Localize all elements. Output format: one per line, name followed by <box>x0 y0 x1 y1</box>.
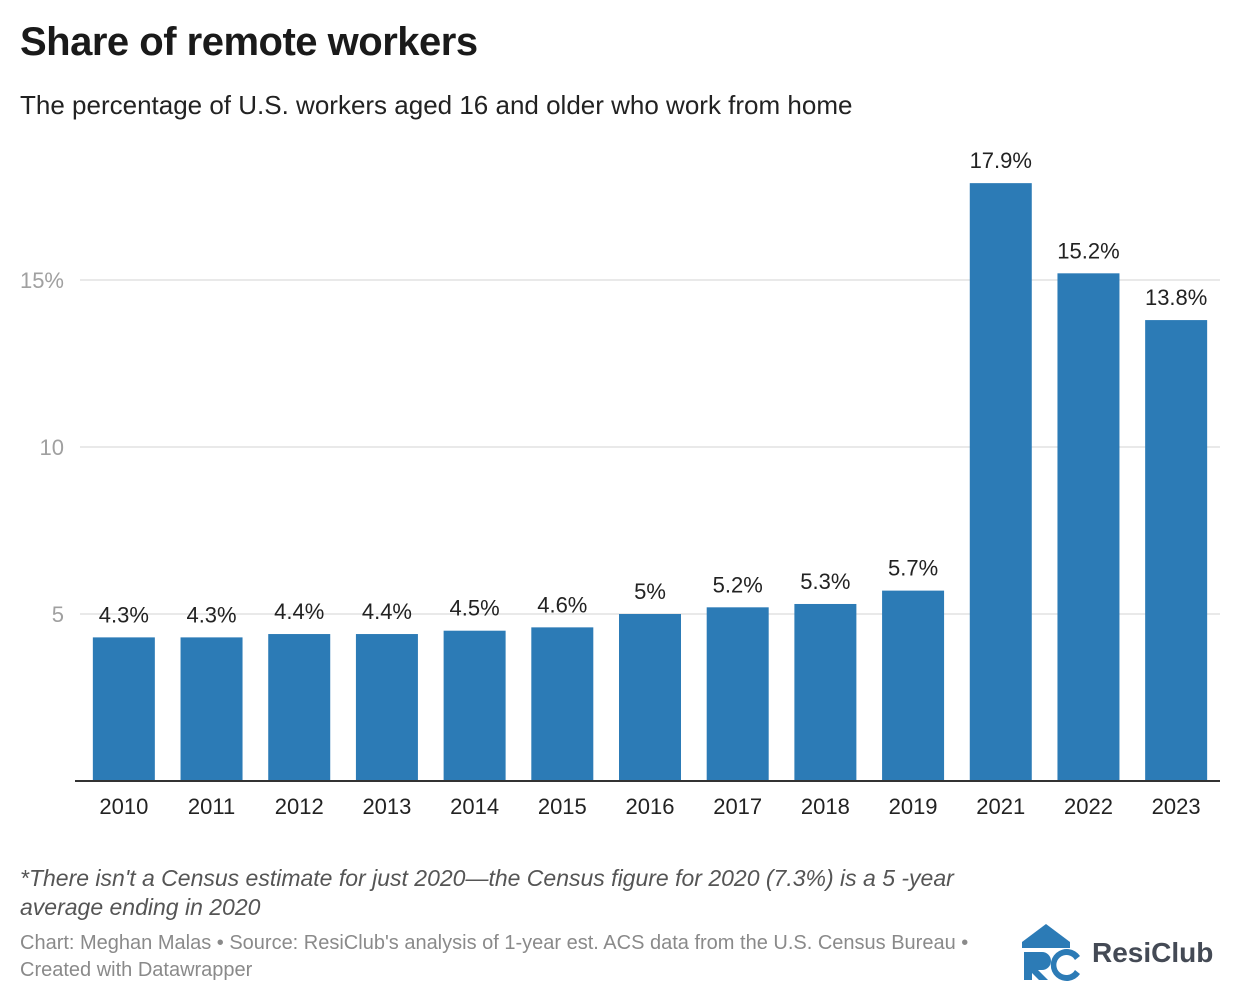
x-tick-label: 2015 <box>538 794 587 819</box>
value-label: 17.9% <box>970 148 1032 173</box>
value-label: 5.2% <box>713 572 763 597</box>
value-label: 4.3% <box>186 602 236 627</box>
value-label: 5.3% <box>800 569 850 594</box>
resiclub-logo-icon <box>1022 924 1080 981</box>
value-label: 15.2% <box>1057 238 1119 263</box>
x-tick-label: 2017 <box>713 794 762 819</box>
y-axis-ticks: 5 10 15% <box>20 268 64 627</box>
x-tick-label: 2021 <box>976 794 1025 819</box>
footnote: *There isn't a Census estimate for just … <box>20 865 954 920</box>
bar-2019 <box>882 590 945 781</box>
bar-2018 <box>794 603 857 781</box>
value-label: 4.4% <box>362 599 412 624</box>
value-label: 13.8% <box>1145 285 1207 310</box>
source-credits: Chart: Meghan Malas • Source: ResiClub's… <box>20 932 969 981</box>
bar-2014 <box>443 630 506 781</box>
x-tick-label: 2019 <box>889 794 938 819</box>
value-label: 5% <box>634 579 666 604</box>
bar-2010 <box>92 637 155 781</box>
value-label: 4.4% <box>274 599 324 624</box>
y-tick-label: 10 <box>40 435 64 460</box>
bar-2017 <box>706 607 769 781</box>
y-tick-label: 5 <box>52 602 64 627</box>
value-label: 4.5% <box>450 596 500 621</box>
bar-2011 <box>180 637 243 781</box>
bar-2022 <box>1057 273 1120 781</box>
resiclub-logo: ResiClub <box>1022 924 1213 982</box>
x-tick-label: 2013 <box>362 794 411 819</box>
value-label: 4.3% <box>99 602 149 627</box>
bar-2013 <box>355 634 418 781</box>
value-label: 5.7% <box>888 556 938 581</box>
x-tick-label: 2014 <box>450 794 499 819</box>
x-tick-label: 2018 <box>801 794 850 819</box>
chart-subtitle: The percentage of U.S. workers aged 16 a… <box>20 90 853 120</box>
bar-chart: 5 10 15% 4.3% 4.3% 4.4% 4.4% 4.5% 4.6% 5% 5.2% 5.3… <box>20 148 1220 819</box>
logo-text: ResiClub <box>1092 937 1214 968</box>
bar-2015 <box>531 627 594 781</box>
x-tick-label: 2012 <box>275 794 324 819</box>
bar-2012 <box>268 634 331 781</box>
x-tick-label: 2016 <box>626 794 675 819</box>
x-tick-label: 2010 <box>99 794 148 819</box>
x-tick-label: 2022 <box>1064 794 1113 819</box>
x-tick-label: 2023 <box>1152 794 1201 819</box>
bars <box>92 183 1208 781</box>
chart-title: Share of remote workers <box>20 20 478 64</box>
gridlines <box>80 279 1220 615</box>
value-labels: 4.3% 4.3% 4.4% 4.4% 4.5% 4.6% 5% 5.2% 5.3% 5.7% 17… <box>99 148 1208 627</box>
bar-2016 <box>619 614 681 781</box>
value-label: 4.6% <box>537 592 587 617</box>
bar-2021 <box>969 183 1032 781</box>
y-tick-label: 15% <box>20 268 64 293</box>
bar-2023 <box>1145 320 1208 781</box>
x-axis-ticks: 2010 2011 2012 2013 2014 2015 2016 2017 2018 2019… <box>99 794 1200 819</box>
x-tick-label: 2011 <box>188 794 235 819</box>
